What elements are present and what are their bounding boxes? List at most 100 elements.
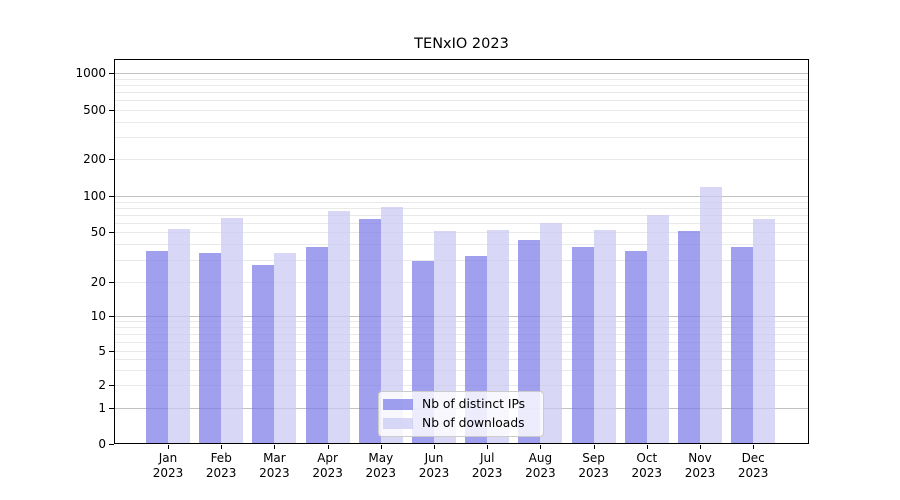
chart-title: TENxIO 2023 [414, 36, 509, 52]
minor-gridline [114, 333, 809, 335]
bar-downloads-jun [434, 230, 456, 443]
bar-distinct-ips-nov [678, 230, 700, 443]
major-gridline [114, 73, 809, 74]
x-tick-label: Nov 2023 [668, 451, 732, 481]
legend-swatch-downloads [383, 417, 413, 429]
bar-downloads-may [380, 206, 403, 443]
x-tick-label-month: Nov [688, 451, 712, 465]
y-tick-label: 200 [83, 152, 106, 166]
x-tick-label-month: Jan [158, 451, 178, 465]
x-tick-label-month: Mar [263, 451, 286, 465]
x-tick-label-month: Jun [424, 451, 444, 465]
x-tick-mark [434, 445, 435, 449]
x-tick-label: Oct 2023 [615, 451, 679, 481]
x-tick-label: Dec 2023 [721, 451, 785, 481]
x-tick-label-month: Aug [528, 451, 553, 465]
x-tick-label: Feb 2023 [189, 451, 253, 481]
major-gridline [114, 315, 809, 317]
x-tick-label-year: 2023 [471, 466, 503, 480]
minor-gridline [114, 385, 809, 386]
minor-gridline [114, 341, 809, 343]
y-tick-mark [109, 232, 114, 233]
x-tick-mark [646, 445, 648, 449]
x-tick-label-year: 2023 [578, 466, 609, 480]
y-tick-mark [109, 159, 114, 160]
x-tick-label-year: 2023 [152, 466, 184, 480]
y-tick-mark [109, 315, 114, 317]
x-tick-mark [221, 445, 223, 449]
y-tick-mark [109, 444, 114, 445]
x-tick-label-month: Jul [479, 451, 495, 465]
x-tick-label: Jan 2023 [136, 451, 200, 481]
x-tick-mark [753, 445, 755, 449]
y-tick-label: 2 [98, 378, 106, 392]
x-tick-label-year: 2023 [631, 466, 663, 480]
bar-downloads-jan [168, 229, 190, 443]
x-tick-label-month: Dec [741, 451, 765, 465]
y-tick-label: 10 [90, 308, 106, 323]
x-tick-label: Aug 2023 [508, 451, 572, 481]
minor-gridline [114, 137, 809, 139]
y-tick-label: 1 [98, 400, 106, 415]
minor-gridline [114, 222, 809, 224]
minor-gridline [114, 214, 809, 216]
bar-downloads-oct [646, 214, 669, 443]
minor-gridline [114, 321, 809, 323]
minor-gridline [114, 159, 809, 160]
x-tick-label: Sep 2023 [562, 451, 626, 481]
x-tick-label: Jun 2023 [402, 451, 466, 481]
bar-distinct-ips-oct [624, 251, 647, 443]
minor-gridline [114, 327, 809, 329]
x-tick-label-month: Sep [582, 451, 605, 465]
x-tick-label-month: Apr [317, 451, 338, 465]
minor-gridline [114, 244, 809, 246]
x-tick-label-year: 2023 [205, 466, 237, 480]
x-tick-label-year: 2023 [259, 466, 290, 480]
bar-downloads-jul [487, 229, 510, 443]
minor-gridline [114, 84, 809, 86]
minor-gridline [114, 281, 809, 283]
y-tick-mark [109, 407, 114, 409]
legend-row-downloads: Nb of downloads [383, 416, 537, 431]
y-tick-mark [109, 73, 114, 74]
x-tick-label-year: 2023 [365, 466, 397, 480]
y-tick-label: 100 [83, 189, 106, 204]
x-tick-mark [274, 445, 276, 449]
bar-distinct-ips-feb [199, 252, 222, 443]
y-tick-label: 20 [90, 274, 106, 289]
x-tick-label-month: Oct [636, 451, 658, 465]
minor-gridline [114, 259, 809, 261]
y-tick-mark [109, 385, 114, 386]
x-tick-label-month: Feb [210, 451, 232, 465]
bar-downloads-feb [221, 217, 244, 443]
legend-swatch-distinct-ips [383, 399, 413, 411]
bar-downloads-sep [593, 229, 616, 443]
x-tick-label: Mar 2023 [242, 451, 306, 481]
y-tick-label: 0 [98, 437, 106, 451]
bar-downloads-apr [327, 211, 350, 443]
bar-downloads-dec [753, 218, 776, 443]
x-tick-label: May 2023 [349, 451, 413, 481]
minor-gridline [114, 207, 809, 209]
x-tick-mark [700, 445, 701, 449]
legend: Nb of distinct IPs Nb of downloads [378, 391, 544, 437]
x-tick-mark [168, 445, 169, 449]
minor-gridline [114, 351, 809, 352]
x-tick-label-year: 2023 [684, 466, 716, 480]
minor-gridline [114, 201, 809, 203]
x-tick-label-year: 2023 [525, 466, 556, 480]
minor-gridline [114, 99, 809, 101]
major-gridline [114, 196, 809, 198]
bar-downloads-mar [274, 252, 297, 443]
plot-area [114, 59, 809, 444]
x-tick-label-month: May [368, 451, 394, 465]
y-tick-mark [109, 196, 114, 198]
x-tick-mark [593, 445, 595, 449]
y-tick-label: 1000 [75, 66, 106, 80]
x-tick-label-year: 2023 [418, 466, 450, 480]
legend-label-downloads: Nb of downloads [422, 415, 525, 430]
bar-distinct-ips-sep [571, 246, 594, 443]
bar-downloads-aug [540, 222, 563, 443]
minor-gridline [114, 232, 809, 233]
bar-distinct-ips-jan [146, 251, 168, 443]
